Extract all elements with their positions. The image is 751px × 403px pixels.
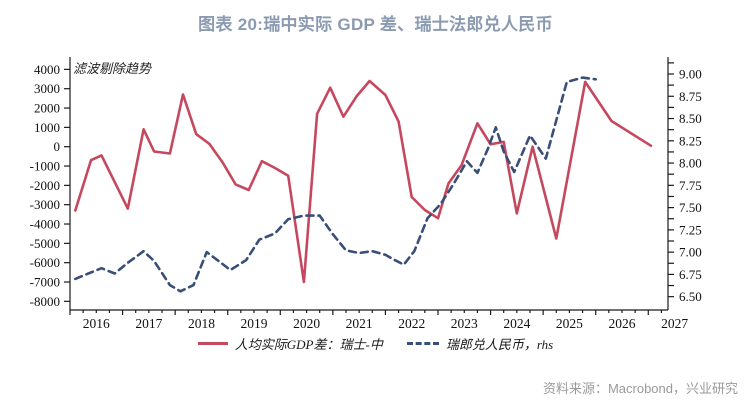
source-attribution: 资料来源：Macrobond，兴业研究 xyxy=(542,381,738,396)
axes: 4000 3000 2000 1000 0 -1000 -2000 -3000 -4000 -50… xyxy=(30,57,702,331)
y-left-tick-label: -2000 xyxy=(30,178,60,193)
y-right-tick-label: 8.50 xyxy=(679,111,702,126)
y-right-tick-label: 6.75 xyxy=(679,267,702,282)
y-right-tick-label: 7.75 xyxy=(679,178,702,193)
x-tick-label: 2027 xyxy=(661,316,688,331)
chf-cny-line-swatch xyxy=(406,342,439,345)
gdp-gap-line xyxy=(74,79,653,284)
y-right-tick-label: 6.50 xyxy=(679,289,702,304)
y-left-tick-label: -1000 xyxy=(30,159,60,174)
y-right-tick-label: 8.25 xyxy=(679,133,702,148)
gdp-line-swatch xyxy=(197,342,228,345)
x-tick-label: 2023 xyxy=(451,316,478,331)
legend-item-gdp-gap: 人均实际GDP差：瑞士-中 xyxy=(197,334,383,353)
x-tick-label: 2019 xyxy=(241,316,268,331)
chf-cny-line xyxy=(74,76,598,293)
y-left-tick-label: 4000 xyxy=(34,62,60,77)
y-right-tick-label: 8.75 xyxy=(679,89,702,104)
y-left-tick-label: -3000 xyxy=(30,197,60,212)
y-right-tick-label: 8.00 xyxy=(679,156,702,171)
x-tick-label: 2026 xyxy=(609,316,636,331)
y-left-tick-label: 1000 xyxy=(34,120,60,135)
y-left-tick-label: -8000 xyxy=(30,294,60,309)
y-right-tick-label: 7.00 xyxy=(679,245,702,260)
chart-title: 图表 20:瑞中实际 GDP 差、瑞士法郎兑人民币 xyxy=(198,15,553,34)
y-right-tick-label: 9.00 xyxy=(679,67,702,82)
y-left-tick-label: -5000 xyxy=(30,236,60,251)
x-tick-label: 2016 xyxy=(83,316,110,331)
chart-legend: 人均实际GDP差：瑞士-中 瑞郎兑人民币，rhs xyxy=(0,334,751,353)
y-left-tick-label: 0 xyxy=(54,139,61,154)
y-left-tick-label: -4000 xyxy=(30,217,60,232)
y-left-tick-label: -7000 xyxy=(30,275,60,290)
y-left-tick-label: -6000 xyxy=(30,255,60,270)
y-left-tick-label: 2000 xyxy=(34,101,60,116)
y-left-tick-label: 3000 xyxy=(34,81,60,96)
x-tick-label: 2021 xyxy=(346,316,373,331)
x-tick-label: 2018 xyxy=(188,316,215,331)
x-tick-label: 2020 xyxy=(293,316,320,331)
x-tick-label: 2024 xyxy=(503,316,530,331)
legend-item-chf-cny: 瑞郎兑人民币，rhs xyxy=(406,334,554,353)
y-right-tick-label: 7.50 xyxy=(679,200,702,215)
filter-detrend-annotation: 滤波剔除趋势 xyxy=(73,61,153,76)
x-tick-label: 2025 xyxy=(556,316,583,331)
x-tick-label: 2017 xyxy=(135,316,162,331)
gdp-line-label: 人均实际GDP差：瑞士-中 xyxy=(234,337,383,352)
y-right-tick-label: 7.25 xyxy=(679,222,702,237)
chf-cny-line-label: 瑞郎兑人民币，rhs xyxy=(445,337,554,352)
x-tick-label: 2022 xyxy=(398,316,425,331)
